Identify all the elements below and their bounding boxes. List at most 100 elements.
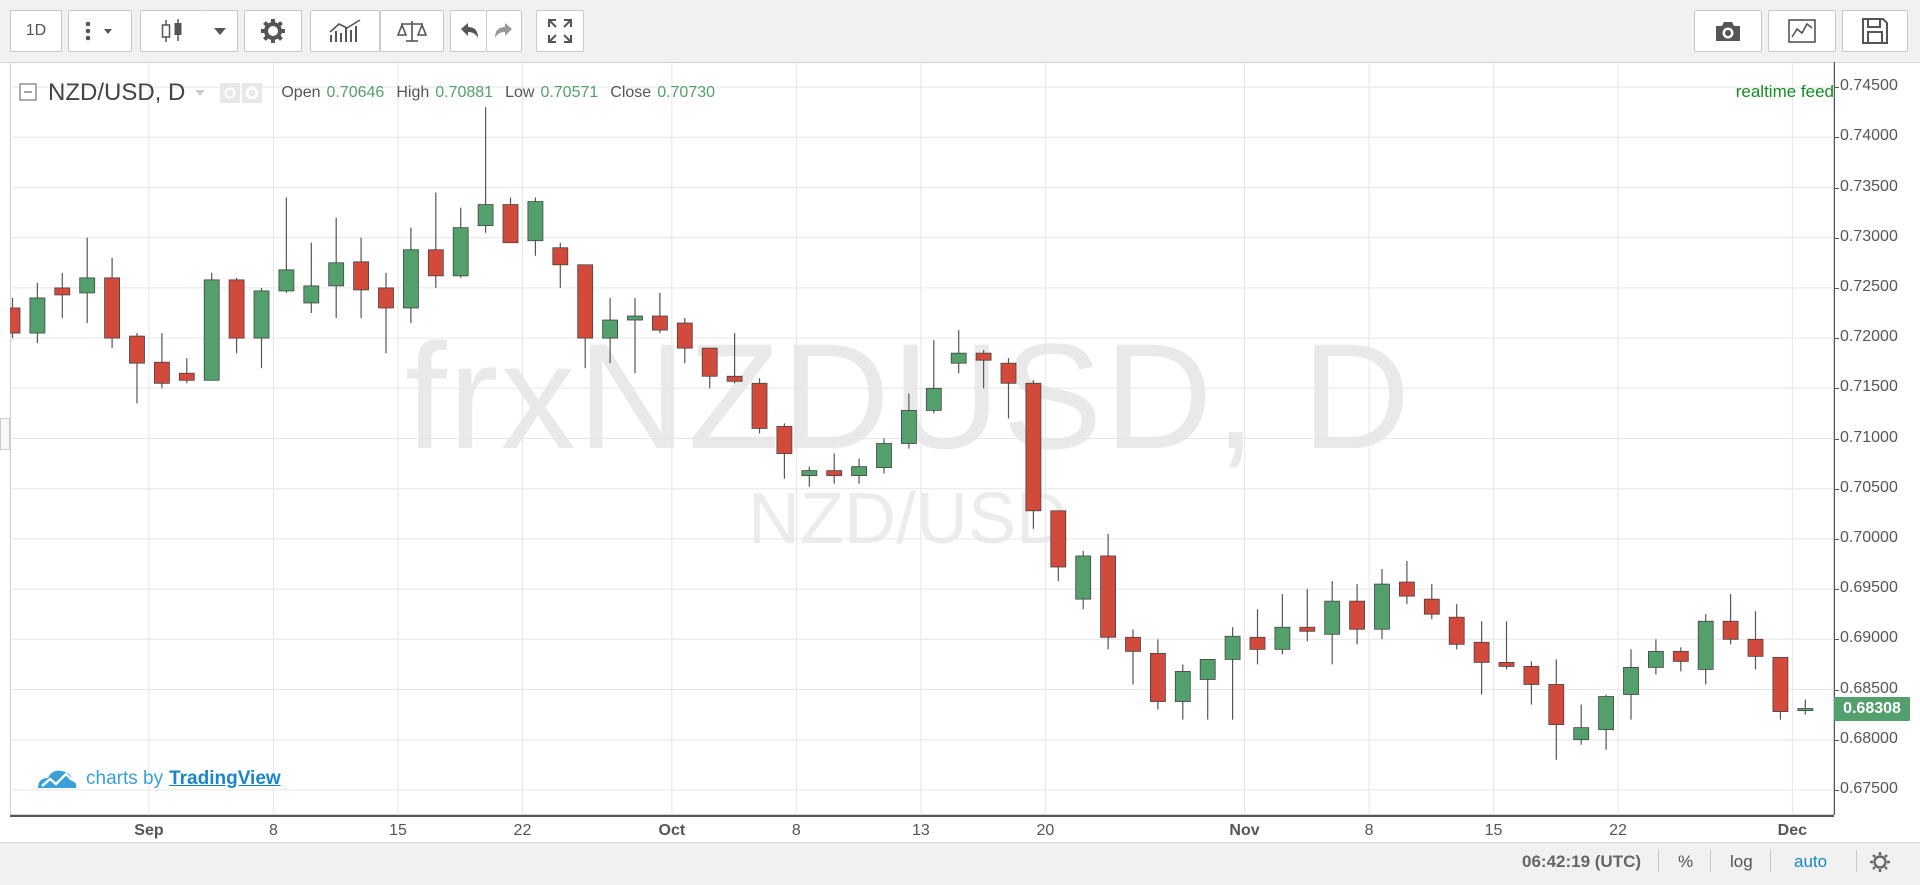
candle[interactable]	[378, 272, 394, 354]
compare-button[interactable]	[380, 10, 444, 52]
candle[interactable]	[577, 264, 594, 369]
candle[interactable]	[826, 453, 843, 484]
candle[interactable]	[303, 242, 320, 313]
candle[interactable]	[29, 282, 46, 344]
candle[interactable]	[1374, 569, 1390, 640]
candle[interactable]	[776, 423, 793, 479]
time-axis[interactable]	[10, 815, 1834, 817]
candle[interactable]	[1125, 629, 1141, 685]
candle[interactable]	[278, 197, 295, 293]
candle[interactable]	[477, 107, 494, 233]
candle[interactable]	[1299, 589, 1316, 642]
candle[interactable]	[1672, 647, 1689, 672]
redo-button[interactable]	[486, 10, 522, 52]
interval-button[interactable]: 1D	[10, 10, 62, 52]
candle[interactable]	[1249, 609, 1266, 665]
candle[interactable]	[851, 458, 867, 484]
candle[interactable]	[627, 297, 643, 374]
chart-type-button[interactable]	[140, 10, 204, 52]
candle[interactable]	[353, 237, 370, 319]
candle[interactable]	[1797, 699, 1814, 715]
save-button[interactable]	[1842, 10, 1908, 52]
candle[interactable]	[1598, 694, 1614, 750]
interval-menu-button[interactable]	[68, 10, 132, 52]
candle[interactable]	[1423, 584, 1440, 620]
candle[interactable]	[1623, 649, 1639, 720]
chart-pane-resize-handle[interactable]	[0, 418, 10, 450]
candle[interactable]	[527, 197, 544, 256]
tradingview-link[interactable]: TradingView	[169, 768, 281, 789]
candle[interactable]	[602, 297, 618, 364]
chart-style-button[interactable]	[1768, 10, 1836, 52]
candle[interactable]	[1747, 611, 1764, 670]
candle[interactable]	[1448, 604, 1465, 650]
candle[interactable]	[1399, 560, 1415, 605]
candle[interactable]	[726, 333, 743, 384]
candle[interactable]	[1000, 358, 1017, 419]
candle[interactable]	[676, 318, 693, 364]
gear-icon[interactable]	[1868, 850, 1892, 874]
candle[interactable]	[801, 466, 818, 487]
collapse-icon[interactable]	[18, 82, 40, 104]
candle[interactable]	[1697, 614, 1714, 685]
auto-toggle[interactable]: auto	[1794, 852, 1828, 871]
gear-icon[interactable]	[241, 82, 263, 104]
candle[interactable]	[1498, 621, 1515, 670]
candle[interactable]	[153, 333, 170, 389]
indicators-button[interactable]	[310, 10, 380, 52]
candle[interactable]	[1224, 627, 1241, 720]
undo-button[interactable]	[450, 10, 486, 52]
symbol-title[interactable]: NZD/USD, D	[48, 79, 186, 106]
candle[interactable]	[253, 287, 270, 369]
candle[interactable]	[1174, 664, 1191, 720]
settings-button[interactable]	[244, 10, 302, 52]
candle[interactable]	[1199, 658, 1216, 720]
tradingview-branding[interactable]: charts by TradingView	[36, 766, 281, 792]
candle[interactable]	[950, 330, 967, 374]
log-toggle[interactable]: log	[1730, 852, 1753, 871]
chevron-down-icon[interactable]	[193, 88, 207, 98]
candle[interactable]	[652, 292, 668, 334]
eye-icon[interactable]	[219, 82, 241, 104]
candle[interactable]	[1523, 661, 1540, 705]
candle[interactable]	[975, 350, 992, 389]
candle[interactable]	[203, 272, 220, 381]
fullscreen-button[interactable]	[536, 10, 584, 52]
candle[interactable]	[502, 197, 519, 244]
candle[interactable]	[876, 438, 892, 474]
candle[interactable]	[54, 272, 71, 319]
candle[interactable]	[328, 217, 345, 319]
candle[interactable]	[1050, 510, 1067, 582]
candle[interactable]	[178, 358, 195, 384]
snapshot-button[interactable]	[1694, 10, 1762, 52]
candle[interactable]	[452, 207, 469, 278]
candle[interactable]	[104, 257, 120, 349]
candle[interactable]	[1274, 594, 1291, 655]
candle[interactable]	[228, 277, 245, 354]
percent-toggle[interactable]: %	[1678, 852, 1694, 871]
candle[interactable]	[1772, 656, 1789, 720]
candle[interactable]	[1473, 621, 1490, 695]
price-chart[interactable]	[10, 62, 1834, 815]
candle[interactable]	[1075, 550, 1092, 610]
candle[interactable]	[1548, 659, 1565, 760]
candle[interactable]	[129, 333, 145, 404]
candle[interactable]	[701, 347, 718, 389]
candle[interactable]	[79, 237, 96, 324]
candle[interactable]	[751, 378, 768, 434]
candle[interactable]	[402, 227, 419, 324]
candle[interactable]	[1573, 704, 1590, 745]
candle[interactable]	[10, 297, 21, 339]
candle[interactable]	[1349, 584, 1365, 645]
candle[interactable]	[901, 393, 917, 449]
candle[interactable]	[925, 340, 942, 414]
candle[interactable]	[1025, 380, 1042, 529]
candle[interactable]	[1150, 639, 1166, 710]
candle[interactable]	[1324, 581, 1341, 665]
candle[interactable]	[552, 242, 569, 288]
chart-type-menu-button[interactable]	[202, 10, 238, 52]
candle[interactable]	[1100, 533, 1116, 650]
candle[interactable]	[1648, 639, 1664, 675]
candle[interactable]	[1722, 594, 1739, 645]
candle[interactable]	[427, 192, 444, 288]
